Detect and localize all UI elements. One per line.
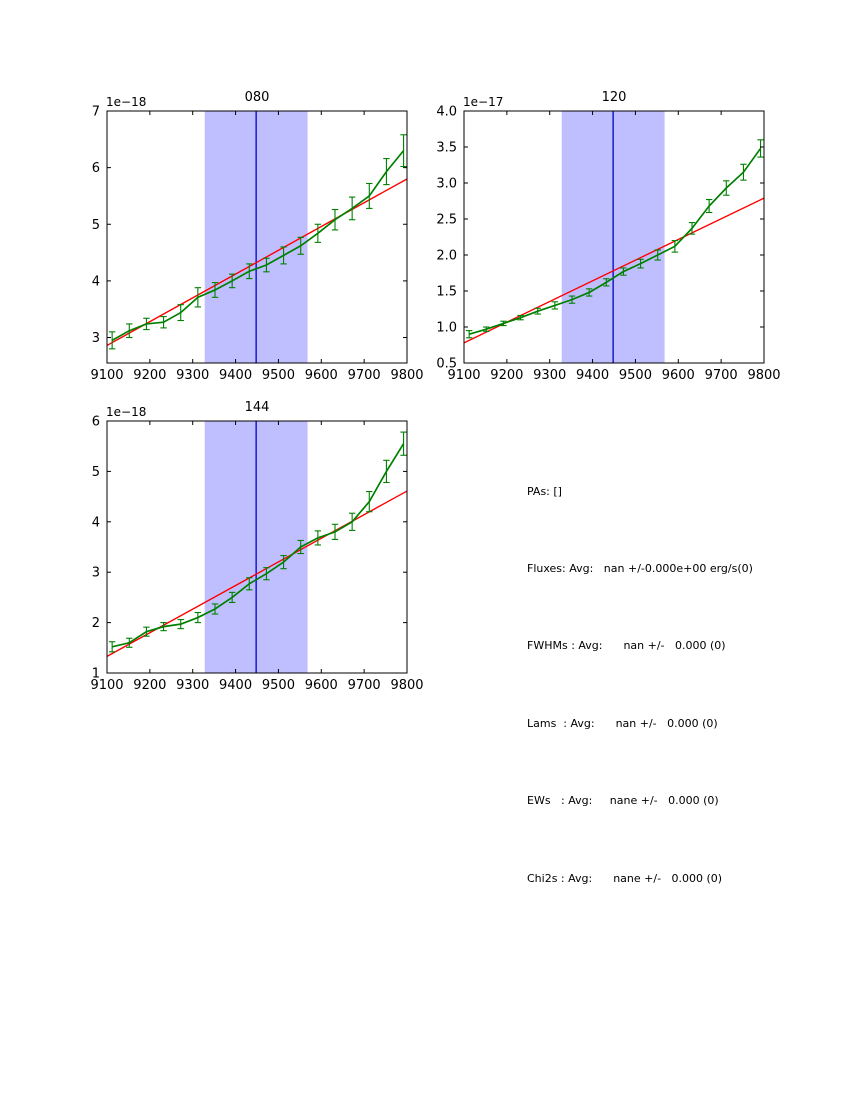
y-tick-label: 2.5 (436, 213, 457, 228)
y-tick-label: 0.5 (436, 357, 457, 372)
y-tick-label: 6 (92, 161, 100, 176)
y-tick-label: 5 (92, 465, 100, 480)
y-tick-label: 3 (92, 331, 100, 346)
stats-line-fwhms: FWHMs : Avg: nan +/- 0.000 (0) (527, 639, 726, 653)
plot-frame (106, 420, 408, 674)
y-tick-label: 4 (92, 515, 100, 530)
stats-panel: PAs: [] Fluxes: Avg: nan +/-0.000e+00 er… (527, 427, 753, 943)
x-tick-label: 9800 (390, 368, 423, 383)
axis-offset-label: 1e−17 (463, 95, 503, 109)
x-tick-label: 9100 (90, 678, 123, 693)
data-line (111, 150, 405, 342)
y-tick-label: 7 (92, 105, 100, 120)
y-tick-label: 3 (92, 566, 100, 581)
y-tick-label: 1.0 (436, 321, 457, 336)
x-tick-label: 9300 (533, 368, 566, 383)
x-tick-label: 9800 (747, 368, 780, 383)
x-tick-label: 9600 (305, 368, 338, 383)
plot-title: 120 (602, 90, 627, 105)
stats-line-lams: Lams : Avg: nan +/- 0.000 (0) (527, 716, 718, 730)
axis-offset-label: 1e−18 (106, 405, 146, 419)
x-tick-label: 9400 (219, 678, 252, 693)
x-tick-label: 9700 (348, 368, 381, 383)
data-line (468, 147, 762, 336)
x-tick-label: 9100 (90, 368, 123, 383)
x-tick-label: 9400 (219, 368, 252, 383)
plot-title: 080 (245, 90, 270, 105)
x-tick-label: 9500 (619, 368, 652, 383)
y-tick-label: 1.5 (436, 285, 457, 300)
x-tick-label: 9500 (262, 368, 295, 383)
x-tick-label: 9600 (662, 368, 695, 383)
x-tick-label: 9800 (390, 678, 423, 693)
x-tick-label: 9400 (576, 368, 609, 383)
x-tick-label: 9700 (705, 368, 738, 383)
subplot-120: 9100 9200 9300 9400 9500 9600 9700 9800 0.5 1.0 1.… (436, 90, 780, 383)
x-tick-label: 9100 (447, 368, 480, 383)
y-tick-label: 5 (92, 218, 100, 233)
x-tick-label: 9500 (262, 678, 295, 693)
data-line (111, 443, 405, 648)
y-tick-label: 6 (92, 415, 100, 430)
x-tick-label: 9200 (133, 368, 166, 383)
x-tick-label: 9300 (176, 368, 209, 383)
y-tick-label: 2.0 (436, 249, 457, 264)
stats-line-fluxes: Fluxes: Avg: nan +/-0.000e+00 erg/s(0) (527, 561, 753, 575)
fit-line (463, 197, 765, 344)
x-tick-label: 9700 (348, 678, 381, 693)
stats-line-pas: PAs: [] (527, 484, 562, 498)
axis-offset-label: 1e−18 (106, 95, 146, 109)
plot-frame (463, 110, 765, 364)
y-tick-label: 2 (92, 616, 100, 631)
subplot-144: 9100 9200 9300 9400 9500 9600 9700 9800 1 2 3 4 5 6 14… (90, 400, 423, 693)
y-tick-label: 1 (92, 667, 100, 682)
y-tick-label: 4.0 (436, 105, 457, 120)
x-tick-label: 9300 (176, 678, 209, 693)
plot-title: 144 (245, 400, 270, 415)
fit-line (106, 178, 408, 347)
x-tick-label: 9200 (133, 678, 166, 693)
y-tick-label: 3.5 (436, 141, 457, 156)
stats-line-chi2s: Chi2s : Avg: nane +/- 0.000 (0) (527, 871, 723, 885)
x-tick-label: 9200 (490, 368, 523, 383)
y-tick-label: 3.0 (436, 177, 457, 192)
plot-frame (106, 110, 408, 364)
subplot-080: 9100 9200 9300 9400 9500 9600 9700 9800 3 4 5 6 7 080… (90, 90, 423, 383)
y-tick-label: 4 (92, 274, 100, 289)
stats-line-ews: EWs : Avg: nane +/- 0.000 (0) (527, 794, 719, 808)
x-tick-label: 9600 (305, 678, 338, 693)
